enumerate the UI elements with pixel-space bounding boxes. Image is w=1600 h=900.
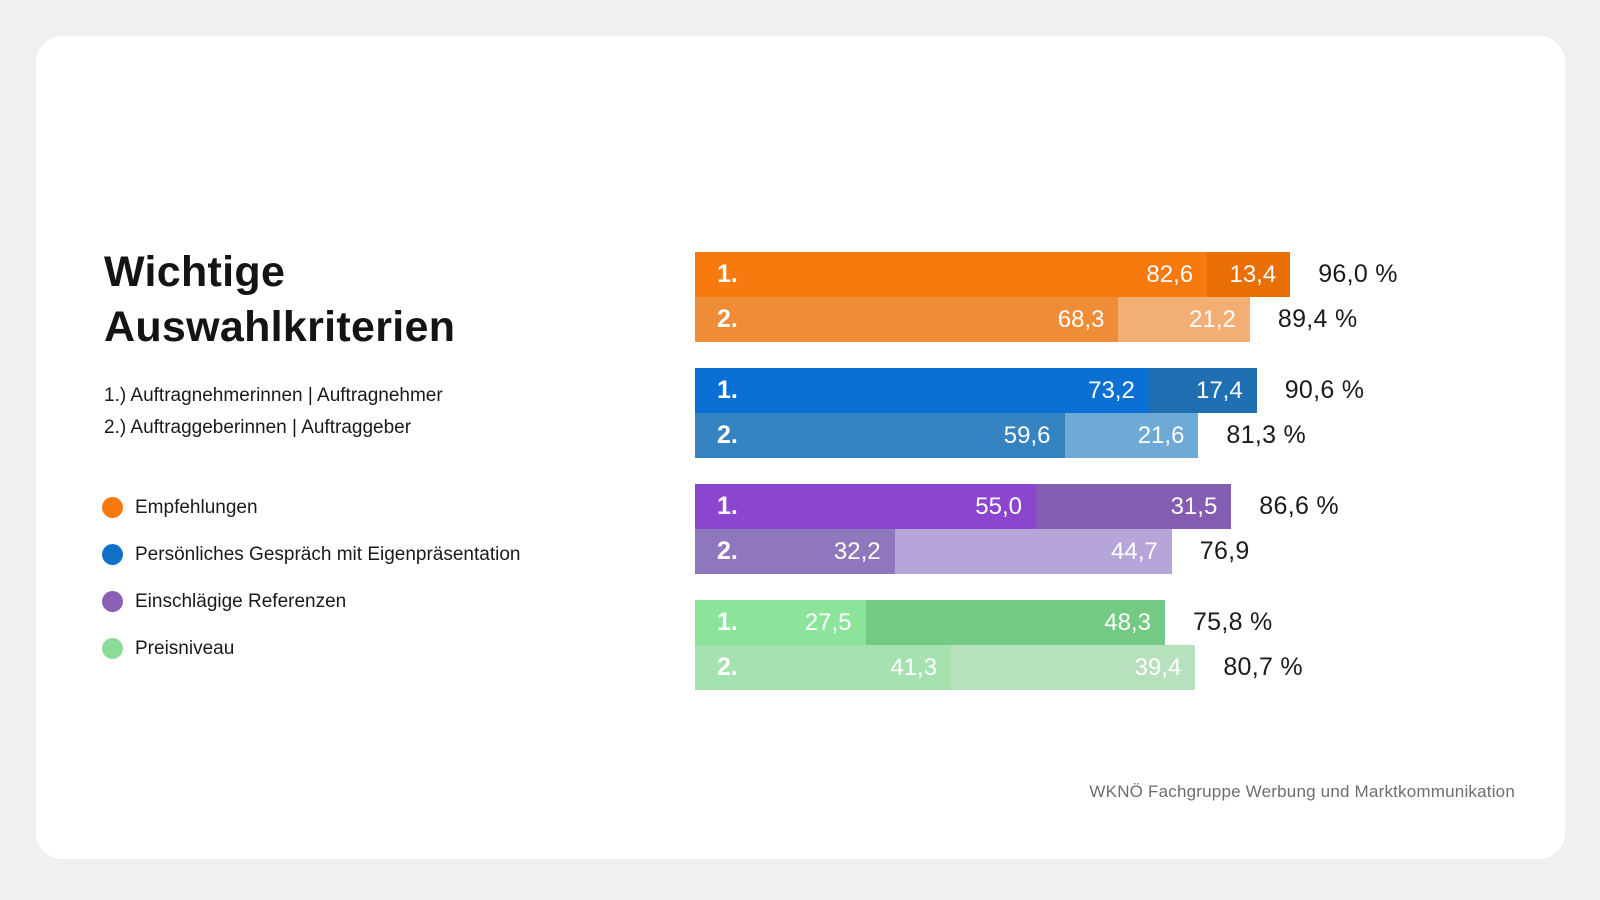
segment-value: 68,3 — [1057, 305, 1105, 333]
bar-row: 2. 59,6 21,6 81,3 % — [695, 413, 1364, 458]
bar-total-label: 76,9 — [1199, 537, 1250, 565]
bar-segment: 44,7 — [894, 529, 1172, 574]
segment-value: 32,2 — [833, 537, 881, 565]
bar-total-label: 89,4 % — [1277, 305, 1358, 333]
bar-segment: 21,6 — [1064, 413, 1199, 458]
bar-row-label: 2. — [717, 421, 738, 449]
bar-row-label: 1. — [717, 492, 738, 520]
segment-value: 21,2 — [1189, 305, 1236, 333]
segment-value: 59,6 — [1003, 421, 1051, 449]
chart-card: Wichtige Auswahlkriterien 1.) Auftragneh… — [36, 36, 1565, 859]
bar-total-label: 86,6 % — [1259, 492, 1339, 520]
bar-group-3: 1. 55,0 31,5 86,6 % 2. 32,2 44,7 76,9 — [695, 484, 1339, 574]
bar-row: 1. 82,6 13,4 96,0 % — [695, 252, 1398, 297]
bar-row-label: 2. — [717, 305, 738, 333]
bar-segment: 31,5 — [1036, 484, 1232, 529]
legend-item-3: Einschlägige Referenzen — [102, 578, 520, 625]
bar-segment: 2. 68,3 — [695, 297, 1119, 342]
legend-item-1: Empfehlungen — [102, 484, 520, 531]
bar-row: 1. 27,5 48,3 75,8 % — [695, 600, 1303, 645]
legend-label: Preisniveau — [135, 637, 235, 659]
bar-segment: 2. 32,2 — [695, 529, 895, 574]
legend-color-dot — [102, 638, 123, 659]
bar-segment: 1. 55,0 — [695, 484, 1036, 529]
bar-group-1: 1. 82,6 13,4 96,0 % 2. 68,3 21,2 89,4 % — [695, 252, 1398, 342]
legend-label: Einschlägige Referenzen — [135, 590, 347, 612]
subtitle-line-1: 1.) Auftragnehmerinnen | Auftragnehmer — [104, 385, 443, 406]
legend-item-4: Preisniveau — [102, 625, 520, 672]
segment-value: 73,2 — [1088, 376, 1135, 404]
segment-value: 48,3 — [1104, 608, 1151, 636]
segment-value: 21,6 — [1137, 421, 1185, 449]
subtitle-line-2: 2.) Auftraggeberinnen | Auftraggeber — [104, 417, 412, 438]
bar-total-label: 80,7 % — [1223, 653, 1303, 681]
bar-segment: 21,2 — [1118, 297, 1250, 342]
page-title: Wichtige Auswahlkriterien — [104, 247, 456, 351]
bar-group-4: 1. 27,5 48,3 75,8 % 2. 41,3 39,4 80,7 % — [695, 600, 1303, 690]
legend-label: Persönliches Gespräch mit Eigenpräsentat… — [135, 543, 521, 565]
bar-total-label: 75,8 % — [1192, 608, 1273, 636]
bar-segment: 13,4 — [1207, 252, 1291, 297]
segment-value: 27,5 — [804, 608, 852, 636]
bar-row-label: 1. — [717, 260, 738, 288]
segment-value: 44,7 — [1111, 537, 1158, 565]
bar-row-label: 1. — [717, 608, 738, 636]
bar-row: 1. 73,2 17,4 90,6 % — [695, 368, 1364, 413]
bar-row-label: 2. — [717, 653, 738, 681]
bar-segment: 48,3 — [865, 600, 1165, 645]
bar-row: 1. 55,0 31,5 86,6 % — [695, 484, 1339, 529]
bar-total-label: 96,0 % — [1318, 260, 1398, 288]
bar-segment: 1. 27,5 — [695, 600, 866, 645]
bar-segment: 2. 59,6 — [695, 413, 1065, 458]
bar-segment: 1. 82,6 — [695, 252, 1208, 297]
segment-value: 55,0 — [975, 492, 1022, 520]
legend-color-dot — [102, 497, 123, 518]
legend: Empfehlungen Persönliches Gespräch mit Ei… — [102, 484, 520, 672]
bar-segment: 1. 73,2 — [695, 368, 1149, 413]
bar-total-label: 81,3 % — [1226, 421, 1307, 449]
bar-row: 2. 32,2 44,7 76,9 — [695, 529, 1339, 574]
segment-value: 39,4 — [1134, 653, 1182, 681]
legend-item-2: Persönliches Gespräch mit Eigenpräsentat… — [102, 531, 520, 578]
segment-value: 41,3 — [890, 653, 938, 681]
bar-segment: 39,4 — [951, 645, 1196, 690]
row-label-explanations: 1.) Auftragnehmerinnen | Auftragnehmer 2.… — [104, 380, 443, 444]
segment-value: 13,4 — [1229, 260, 1277, 288]
bar-segment: 17,4 — [1148, 368, 1257, 413]
bar-chart: 1. 82,6 13,4 96,0 % 2. 68,3 21,2 89,4 % 1. 73,2 17… — [695, 36, 1565, 859]
source-attribution: WKNÖ Fachgruppe Werbung und Marktkommuni… — [1089, 782, 1515, 801]
bar-row: 2. 41,3 39,4 80,7 % — [695, 645, 1303, 690]
bar-segment: 2. 41,3 — [695, 645, 952, 690]
legend-color-dot — [102, 591, 123, 612]
bar-group-2: 1. 73,2 17,4 90,6 % 2. 59,6 21,6 81,3 % — [695, 368, 1364, 458]
legend-label: Empfehlungen — [135, 496, 258, 518]
bar-row: 2. 68,3 21,2 89,4 % — [695, 297, 1398, 342]
segment-value: 31,5 — [1170, 492, 1218, 520]
legend-color-dot — [102, 544, 123, 565]
bar-row-label: 2. — [717, 537, 738, 565]
bar-row-label: 1. — [717, 376, 738, 404]
segment-value: 82,6 — [1146, 260, 1194, 288]
segment-value: 17,4 — [1195, 376, 1243, 404]
bar-total-label: 90,6 % — [1284, 376, 1365, 404]
